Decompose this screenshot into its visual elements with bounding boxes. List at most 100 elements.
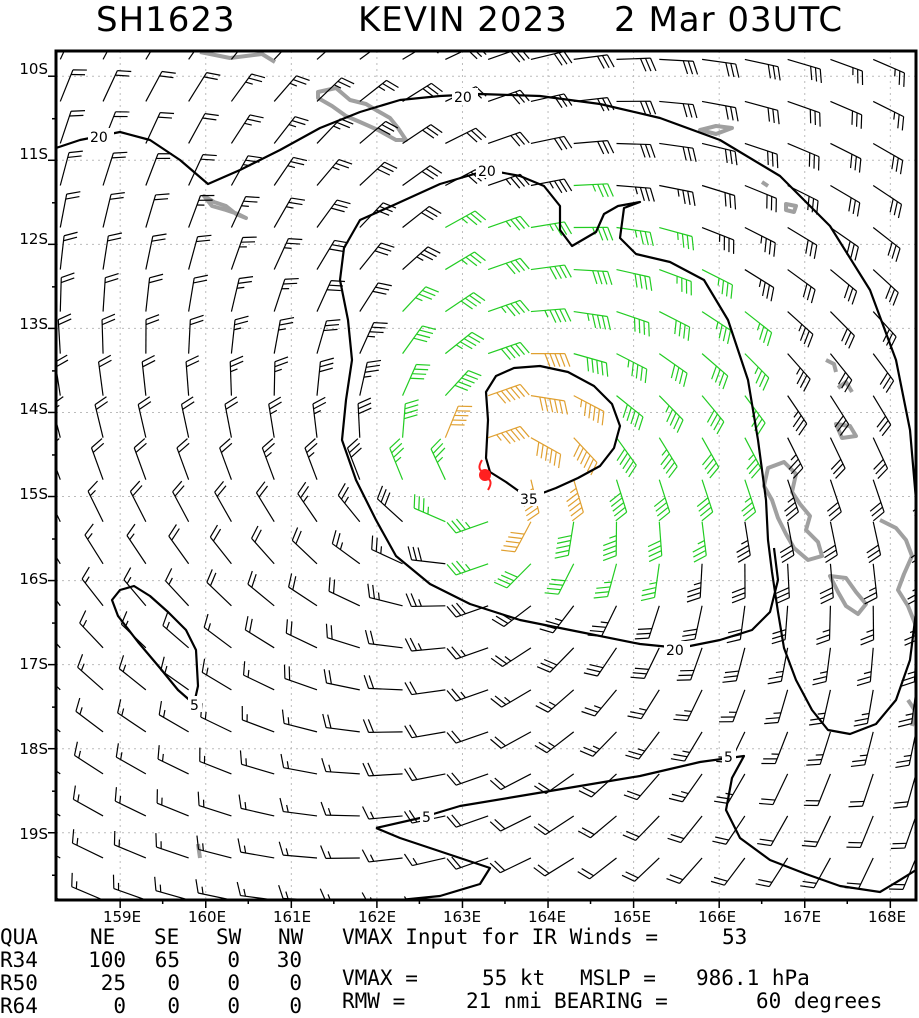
barb-shaft [702,522,706,556]
wind-barb [893,774,916,808]
barb-shaft [873,522,880,555]
barb-half-feather [286,848,288,855]
wind-barb [146,154,172,186]
barb-shaft [456,858,488,869]
barb-feather [628,716,642,719]
barb-feather [555,354,560,367]
barb-feather [688,147,691,161]
barb-feather [800,886,814,888]
wind-barb [616,143,655,157]
wind-barb [102,314,115,353]
barb-shaft [641,690,659,719]
barb-feather [416,365,430,366]
wind-barb [305,439,317,480]
barb-feather [901,160,903,174]
barb-shaft [338,495,359,521]
wind-barb [103,71,131,102]
wind-barb [447,519,488,533]
barb-shaft [242,764,275,774]
barb-feather [671,365,674,379]
wind-barb [659,59,697,74]
wind-barb [358,398,371,438]
barb-feather [640,275,642,289]
wind-barb [501,522,531,552]
barb-feather [849,806,863,807]
barb-feather [800,375,806,387]
wind-barb [134,439,146,480]
lon-label: 168E [868,908,906,926]
barb-half-feather [90,490,95,495]
barb-feather [670,875,683,880]
barb-feather [292,528,297,541]
barb-shaft [60,153,69,186]
wind-barb [567,480,584,521]
barb-feather [275,357,288,362]
wind-barb [60,151,83,185]
barb-feather [336,533,340,546]
barb-shaft [156,847,188,858]
barb-feather [672,794,686,797]
wind-barb [210,525,231,564]
barb-feather [370,332,384,333]
barb-feather [688,104,692,117]
barb-half-feather [545,310,548,317]
barb-shaft [545,816,573,835]
lat-label: 15S [19,485,48,503]
barb-half-feather [906,714,913,716]
barb-feather [68,156,82,158]
barb-feather [693,105,697,118]
wind-barb [323,714,360,732]
wind-barb [317,160,352,186]
barb-feather [404,415,417,419]
barb-half-feather [820,672,827,674]
barb-feather [580,751,593,756]
contour-label-5-south: 5 [422,810,431,826]
barb-shaft [818,774,831,806]
barb-feather [419,330,432,334]
barb-feather [608,271,612,284]
barb-feather [726,63,729,77]
barb-feather [201,159,215,160]
wind-barb [490,858,531,873]
barb-shaft [60,236,64,270]
barb-feather [363,763,369,776]
barb-feather [368,719,373,732]
barb-feather [624,795,637,800]
barb-half-feather [303,496,307,502]
barb-feather [565,309,571,322]
barb-feather [374,323,388,324]
barb-feather [598,184,604,197]
barb-feather [815,68,816,82]
contour-label-5-west: 5 [190,698,199,714]
wind-barb [574,270,612,285]
barb-feather [280,318,294,321]
barb-half-feather [275,369,282,371]
barb-shaft [326,815,360,816]
barb-feather [252,526,258,538]
barb-shaft [158,759,189,774]
barb-shaft [659,143,693,148]
barb-feather [537,442,539,456]
barb-shaft [262,448,274,480]
barb-feather [404,854,412,866]
barb-shaft [403,206,430,227]
barb-feather [193,280,207,283]
barb-feather [631,677,645,678]
barb-feather [764,722,778,723]
barb-shaft [445,293,473,312]
barb-shaft [177,448,189,480]
barb-feather [422,326,435,330]
wind-barb [702,228,734,254]
barb-shaft [445,128,475,143]
barb-feather [581,452,587,465]
lat-label: 11S [19,145,48,163]
barb-feather [505,572,518,578]
barb-half-feather [505,656,511,660]
row-label: R50 [0,971,38,995]
barb-feather [423,498,424,512]
wind-barb [119,655,146,690]
wind-barb [146,274,163,311]
barb-feather [756,371,762,384]
wind-barb [824,522,838,563]
wind-barb [857,648,873,686]
